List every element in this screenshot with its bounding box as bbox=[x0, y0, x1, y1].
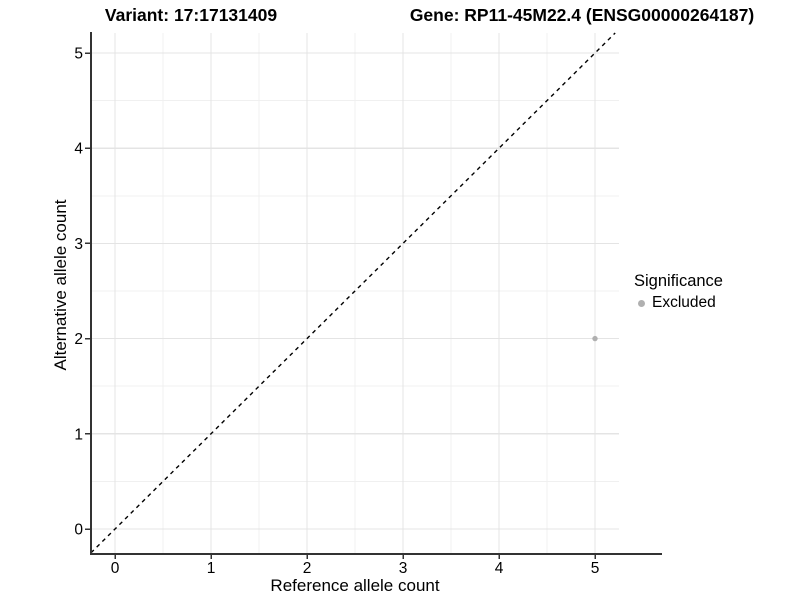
identity-line bbox=[90, 32, 616, 554]
x-tick-label: 0 bbox=[111, 560, 120, 577]
x-tick-label: 2 bbox=[303, 560, 312, 577]
x-tick-label: 5 bbox=[591, 560, 600, 577]
legend-entry-label: Excluded bbox=[652, 294, 716, 311]
legend-title: Significance bbox=[634, 272, 723, 290]
x-tick-label: 1 bbox=[207, 560, 216, 577]
x-tick-label: 3 bbox=[399, 560, 408, 577]
gene-title: Gene: RP11-45M22.4 (ENSG00000264187) bbox=[409, 5, 755, 25]
data-point bbox=[592, 335, 598, 342]
y-tick-label: 4 bbox=[74, 141, 83, 158]
variant-title: Variant: 17:17131409 bbox=[104, 5, 278, 25]
y-tick-label: 5 bbox=[74, 46, 83, 63]
legend-entry: Excluded bbox=[634, 294, 723, 312]
x-tick-label: 4 bbox=[495, 560, 504, 577]
y-tick-label: 0 bbox=[74, 522, 83, 539]
x-axis-title: Reference allele count bbox=[270, 576, 440, 595]
y-tick-label: 1 bbox=[74, 426, 83, 443]
legend: Significance Excluded bbox=[634, 271, 723, 312]
point-swatch-icon bbox=[638, 299, 645, 307]
y-tick-label: 3 bbox=[74, 236, 83, 253]
y-axis-title: Alternative allele count bbox=[51, 199, 70, 371]
y-tick-label: 2 bbox=[74, 331, 83, 348]
